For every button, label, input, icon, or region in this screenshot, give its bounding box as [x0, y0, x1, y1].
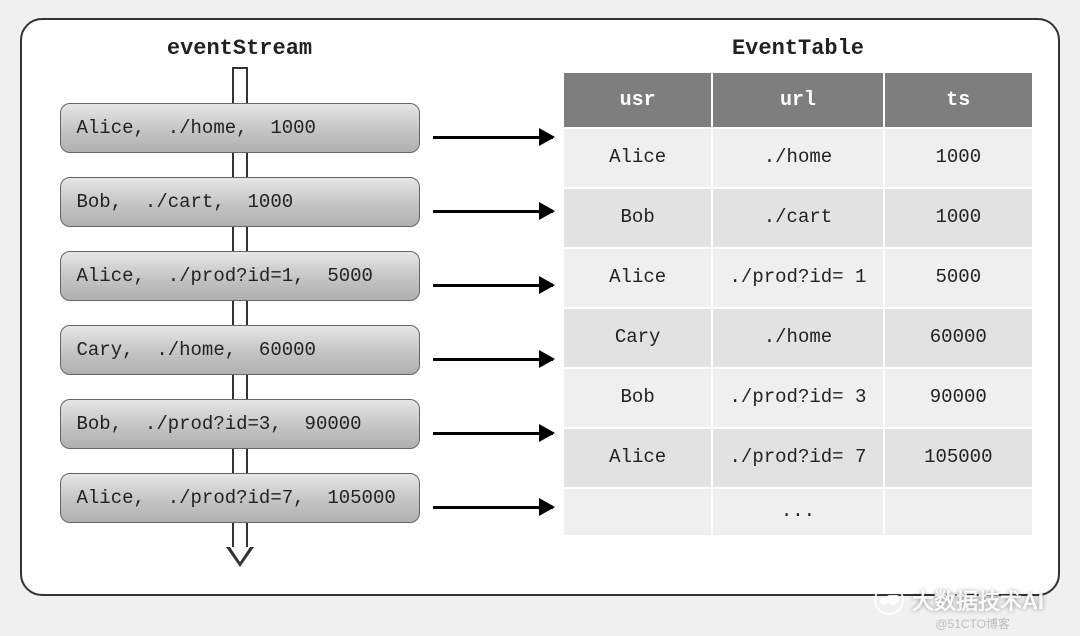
- table-cell: Alice: [563, 428, 712, 488]
- pipe-segment: [232, 79, 248, 103]
- pipe-segment: [232, 153, 248, 177]
- sub-watermark: @51CTO博客: [935, 615, 1010, 632]
- table-column: EventTable usr url ts Alice./home1000 Bo…: [562, 36, 1034, 576]
- table-row: Alice./home1000: [563, 128, 1033, 188]
- maps-to-arrow-icon: [433, 210, 553, 213]
- table-cell: 60000: [884, 308, 1033, 368]
- maps-to-arrow-icon: [433, 136, 553, 139]
- table-cell: Bob: [563, 188, 712, 248]
- table-header-cell: url: [712, 72, 883, 128]
- stream-body: Alice, ./home, 1000 Bob, ./cart, 1000 Al…: [46, 67, 433, 567]
- table-cell: ./cart: [712, 188, 883, 248]
- maps-to-arrow-icon: [433, 506, 553, 509]
- stream-event: Alice, ./prod?id=7, 105000: [60, 473, 420, 523]
- table-cell: ./home: [712, 308, 883, 368]
- table-cell: ...: [712, 488, 883, 536]
- table-cell: 105000: [884, 428, 1033, 488]
- stream-event: Alice, ./prod?id=1, 5000: [60, 251, 420, 301]
- table-row: Bob./prod?id= 390000: [563, 368, 1033, 428]
- table-cell: ./prod?id= 1: [712, 248, 883, 308]
- table-header-cell: usr: [563, 72, 712, 128]
- table-cell: ./home: [712, 128, 883, 188]
- table-cell: 1000: [884, 128, 1033, 188]
- table-title: EventTable: [732, 36, 864, 61]
- table-row: ...: [563, 488, 1033, 536]
- table-cell: 5000: [884, 248, 1033, 308]
- stream-column: eventStream Alice, ./home, 1000 Bob, ./c…: [46, 36, 433, 576]
- table-cell: 90000: [884, 368, 1033, 428]
- table-row: Alice./prod?id= 7105000: [563, 428, 1033, 488]
- pipe-segment: [232, 301, 248, 325]
- maps-to-arrow-icon: [433, 358, 553, 361]
- table-cell: Bob: [563, 368, 712, 428]
- arrow-column: [433, 36, 562, 576]
- table-row: Alice./prod?id= 15000: [563, 248, 1033, 308]
- stream-title: eventStream: [167, 36, 312, 61]
- table-cell: Alice: [563, 128, 712, 188]
- event-table: usr url ts Alice./home1000 Bob./cart1000…: [562, 71, 1034, 537]
- stream-event: Cary, ./home, 60000: [60, 325, 420, 375]
- table-cell: [563, 488, 712, 536]
- table-header-row: usr url ts: [563, 72, 1033, 128]
- table-cell: ./prod?id= 7: [712, 428, 883, 488]
- table-row: Cary./home60000: [563, 308, 1033, 368]
- table-cell: ./prod?id= 3: [712, 368, 883, 428]
- stream-down-arrow-icon: [226, 547, 254, 567]
- pipe-segment: [232, 523, 248, 547]
- pipe-segment: [232, 449, 248, 473]
- stream-event: Alice, ./home, 1000: [60, 103, 420, 153]
- table-row: Bob./cart1000: [563, 188, 1033, 248]
- pipe-segment: [232, 227, 248, 251]
- table-cell: [884, 488, 1033, 536]
- pipe-segment: [232, 67, 248, 79]
- pipe-segment: [232, 375, 248, 399]
- table-cell: Alice: [563, 248, 712, 308]
- stream-event: Bob, ./cart, 1000: [60, 177, 420, 227]
- table-cell: 1000: [884, 188, 1033, 248]
- table-header-cell: ts: [884, 72, 1033, 128]
- stream-event: Bob, ./prod?id=3, 90000: [60, 399, 420, 449]
- maps-to-arrow-icon: [433, 432, 553, 435]
- table-cell: Cary: [563, 308, 712, 368]
- maps-to-arrow-icon: [433, 284, 553, 287]
- diagram-panel: eventStream Alice, ./home, 1000 Bob, ./c…: [20, 18, 1060, 596]
